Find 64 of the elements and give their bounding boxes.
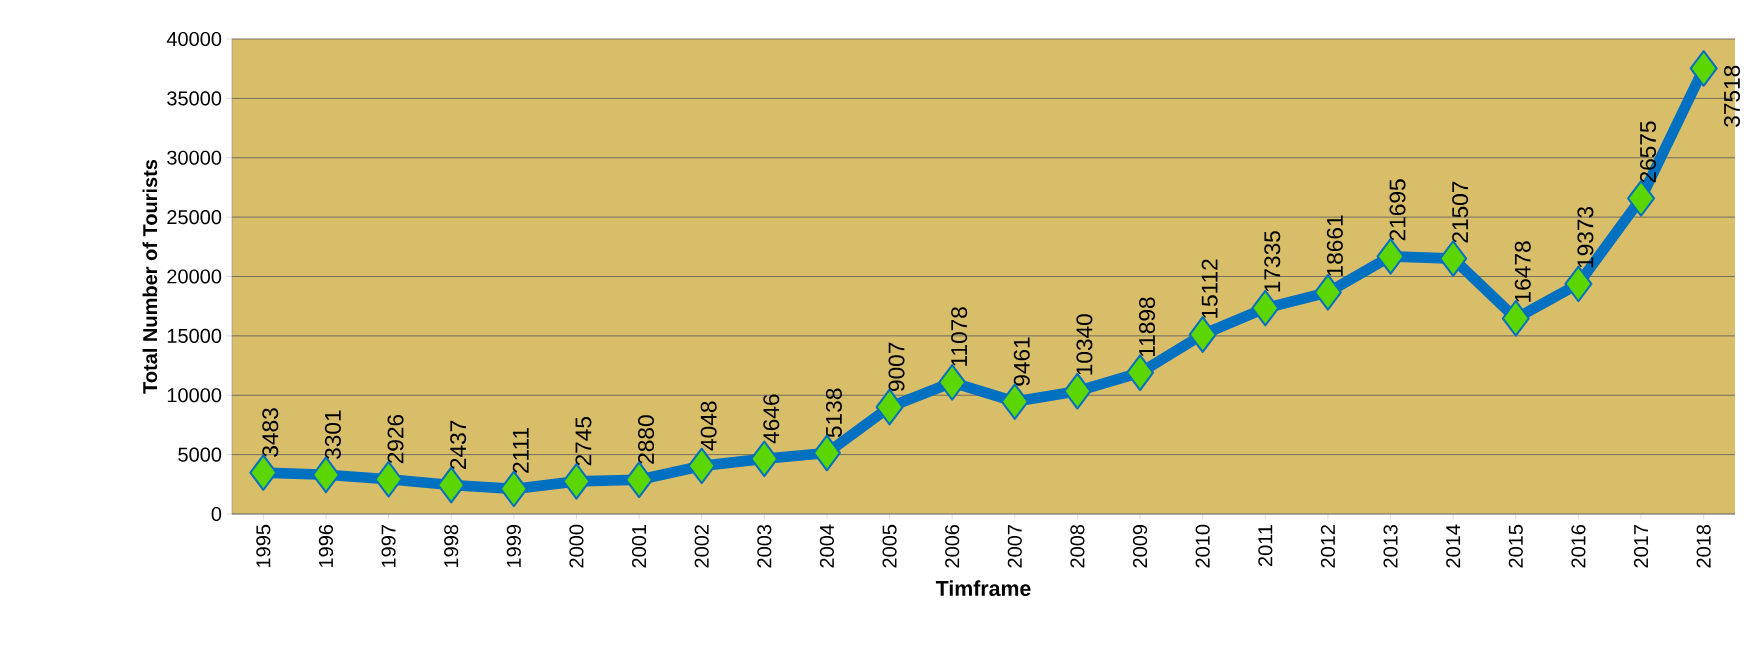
x-tick-label: 2011 [1258, 525, 1273, 567]
x-tick-label: 2008 [1070, 524, 1085, 568]
data-label: 4646 [763, 394, 780, 444]
y-tick-label: 35000 [167, 91, 222, 106]
point [1188, 316, 1217, 353]
data-label: 2437 [450, 420, 467, 469]
y-tick-label: 0 [211, 506, 222, 522]
data-label: 10340 [1076, 314, 1093, 375]
data-label: 19373 [1577, 206, 1594, 268]
point [1126, 354, 1155, 392]
y-tick-label: 25000 [167, 210, 222, 225]
x-tick-label: 2015 [1508, 524, 1523, 568]
y-tick-label: 10000 [167, 388, 222, 403]
data-label: 11078 [951, 307, 968, 366]
x-tick-label: 2000 [569, 524, 584, 568]
x-tick-label: 2009 [1132, 525, 1148, 568]
data-label: 15112 [1201, 259, 1218, 318]
x-axis-title: Timframe [935, 580, 1031, 597]
data-label: 21695 [1389, 179, 1406, 241]
x-tick-label: 2010 [1195, 524, 1210, 568]
y-tick-label: 30000 [167, 150, 222, 165]
data-label: 17335 [1264, 231, 1281, 292]
data-label: 2111 [512, 428, 529, 473]
x-tick-label: 2018 [1696, 524, 1711, 568]
data-label: 37518 [1723, 65, 1740, 127]
data-label: 26575 [1639, 121, 1657, 183]
data-label: 4048 [700, 401, 717, 451]
point [938, 364, 967, 401]
x-tick-label: 2005 [882, 524, 897, 568]
data-label: 16478 [1514, 241, 1531, 302]
data-label: 5138 [825, 388, 842, 438]
data-label: 2880 [638, 415, 655, 464]
data-label: 3483 [262, 408, 279, 457]
data-label: 21507 [1452, 181, 1469, 243]
y-axis-title: Total Number of Tourists [142, 159, 158, 394]
x-tick-label: 1996 [318, 524, 334, 567]
point [1313, 274, 1342, 311]
x-tick-label: 2013 [1383, 524, 1398, 568]
x-tick-label: 2001 [631, 525, 647, 568]
x-tick-label: 2017 [1633, 525, 1649, 568]
y-tick-label: 20000 [167, 269, 222, 284]
x-tick-label: 2012 [1320, 525, 1335, 568]
x-tick-label: 2006 [945, 524, 960, 568]
data-label: 9007 [888, 342, 905, 392]
x-tick-label: 1997 [381, 525, 396, 567]
data-label: 18661 [1326, 215, 1343, 276]
x-tick-label: 2014 [1446, 524, 1461, 568]
y-tick-label: 15000 [167, 328, 222, 343]
data-label: 9461 [1013, 337, 1030, 386]
data-label: 11898 [1138, 297, 1156, 357]
x-tick-label: 2007 [1007, 525, 1022, 568]
data-label: 2926 [387, 414, 404, 464]
x-tick-label: 1995 [256, 524, 271, 567]
data-label: 3301 [324, 410, 341, 459]
data-label: 2745 [575, 417, 592, 466]
y-tick-label: 40000 [166, 31, 222, 47]
x-tick-label: 2016 [1571, 524, 1586, 568]
point [1689, 50, 1718, 87]
x-tick-label: 2004 [819, 524, 835, 568]
x-tick-label: 1999 [506, 525, 521, 567]
x-tick-label: 1998 [444, 524, 459, 567]
x-tick-label: 2002 [694, 525, 709, 568]
x-tick-label: 2003 [757, 524, 772, 568]
y-tick-label: 5000 [178, 447, 222, 462]
